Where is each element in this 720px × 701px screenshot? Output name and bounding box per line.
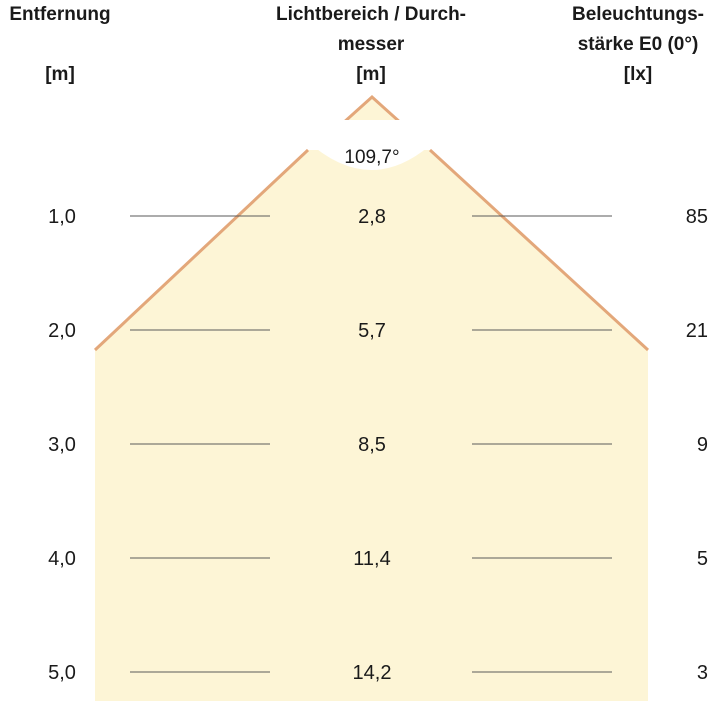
row-diameter: 8,5 — [358, 434, 386, 456]
distance-rows: 1,0 2,8 85 2,0 5,7 21 3,0 8,5 9 4,0 11,4 5 5,0 14,2 3 — [48, 206, 708, 684]
header-distance-unit: [m] — [45, 64, 75, 85]
beam-edge-right — [428, 148, 650, 352]
row-illuminance: 85 — [686, 206, 708, 228]
row-diameter: 14,2 — [353, 662, 392, 684]
row-distance: 5,0 — [48, 662, 76, 684]
beam-edge-left — [93, 148, 310, 352]
header-illuminance-line1: Beleuchtungs- — [572, 4, 704, 25]
row-illuminance: 3 — [697, 662, 708, 684]
distance-row: 4,0 11,4 5 — [48, 548, 708, 570]
header-illuminance-unit: [lx] — [624, 64, 653, 85]
header-diameter-unit: [m] — [356, 64, 386, 85]
row-diameter: 2,8 — [358, 206, 386, 228]
beam-angle-label: 109,7° — [344, 147, 399, 168]
distance-row: 2,0 5,7 21 — [48, 320, 708, 342]
row-illuminance: 21 — [686, 320, 708, 342]
header-distance: Entfernung — [9, 4, 110, 25]
row-diameter: 5,7 — [358, 320, 386, 342]
distance-row: 3,0 8,5 9 — [48, 434, 708, 456]
light-source-apex-edge — [340, 94, 404, 126]
distance-row: 1,0 2,8 85 — [48, 206, 708, 228]
distance-row: 5,0 14,2 3 — [48, 662, 708, 684]
row-diameter: 11,4 — [353, 548, 390, 570]
header-illuminance-line2: stärke E0 (0°) — [578, 34, 699, 55]
row-distance: 4,0 — [48, 548, 76, 570]
header-diameter-line1: Lichtbereich / Durch- — [276, 4, 466, 25]
beam-angle-arc — [306, 120, 436, 170]
row-distance: 1,0 — [48, 206, 76, 228]
header-diameter-line2: messer — [338, 34, 405, 55]
row-illuminance: 9 — [697, 434, 708, 456]
row-distance: 3,0 — [48, 434, 76, 456]
light-source-apex — [342, 97, 402, 124]
light-beam-area — [95, 150, 648, 701]
row-illuminance: 5 — [697, 548, 708, 570]
row-distance: 2,0 — [48, 320, 76, 342]
